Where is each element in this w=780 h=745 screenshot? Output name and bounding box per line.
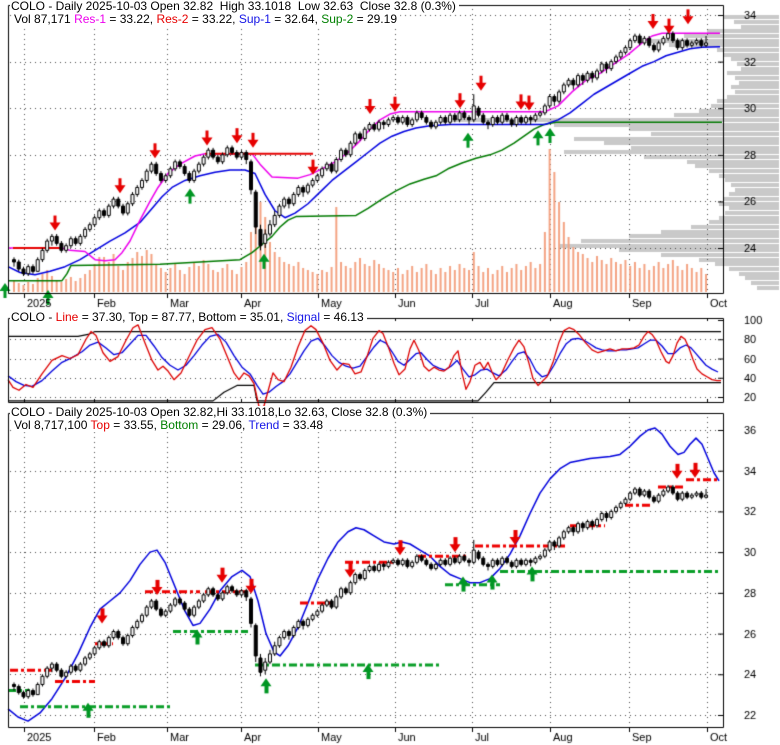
sup2-label: Sup-2 xyxy=(321,12,354,26)
panel3-title-text: COLO - Daily 2025-10-03 Open 32.82,Hi 33… xyxy=(11,405,428,419)
panel1-title-text: COLO - Daily 2025-10-03 Open 32.82 High … xyxy=(11,0,456,13)
osc-signal-label: Signal xyxy=(286,310,320,324)
top-label: Top xyxy=(90,418,110,432)
sup2-value: = 29.19 xyxy=(353,12,397,26)
bottom-label: Bottom xyxy=(160,418,199,432)
panel2-symbol: COLO - xyxy=(11,310,56,324)
trend-value: = 33.48 xyxy=(279,418,324,432)
res1-value: = 33.22, xyxy=(106,12,157,26)
panel3-subtitle: Vol 8,717,100 Top = 33.55, Bottom = 29.0… xyxy=(13,418,327,432)
sup1-value: = 32.64, xyxy=(270,12,322,26)
osc-values: = 37.30, Top = 87.77, Bottom = 35.01, xyxy=(78,310,287,324)
res1-label: Res-1 xyxy=(74,12,107,26)
panel1-vol-label: Vol 87,171 xyxy=(14,12,75,26)
osc-signal-value: = 46.13 xyxy=(319,310,364,324)
res2-value: = 33.22, xyxy=(188,12,239,26)
panel1-subtitle: Vol 87,171 Res-1 = 33.22, Res-2 = 33.22,… xyxy=(13,13,400,26)
trend-label: Trend xyxy=(248,418,280,432)
sup1-label: Sup-1 xyxy=(238,12,271,26)
panel1-title: COLO - Daily 2025-10-03 Open 32.82 High … xyxy=(10,0,459,13)
res2-label: Res-2 xyxy=(156,12,189,26)
bottom-value: = 29.06, xyxy=(198,418,249,432)
top-value: = 33.55, xyxy=(109,418,161,432)
panel3-vol-label: Vol 8,717,100 xyxy=(14,418,91,432)
panel3-title: COLO - Daily 2025-10-03 Open 32.82,Hi 33… xyxy=(10,405,431,419)
panel2-title: COLO - Line = 37.30, Top = 87.77, Bottom… xyxy=(10,311,367,324)
osc-line-label: Line xyxy=(55,310,79,324)
